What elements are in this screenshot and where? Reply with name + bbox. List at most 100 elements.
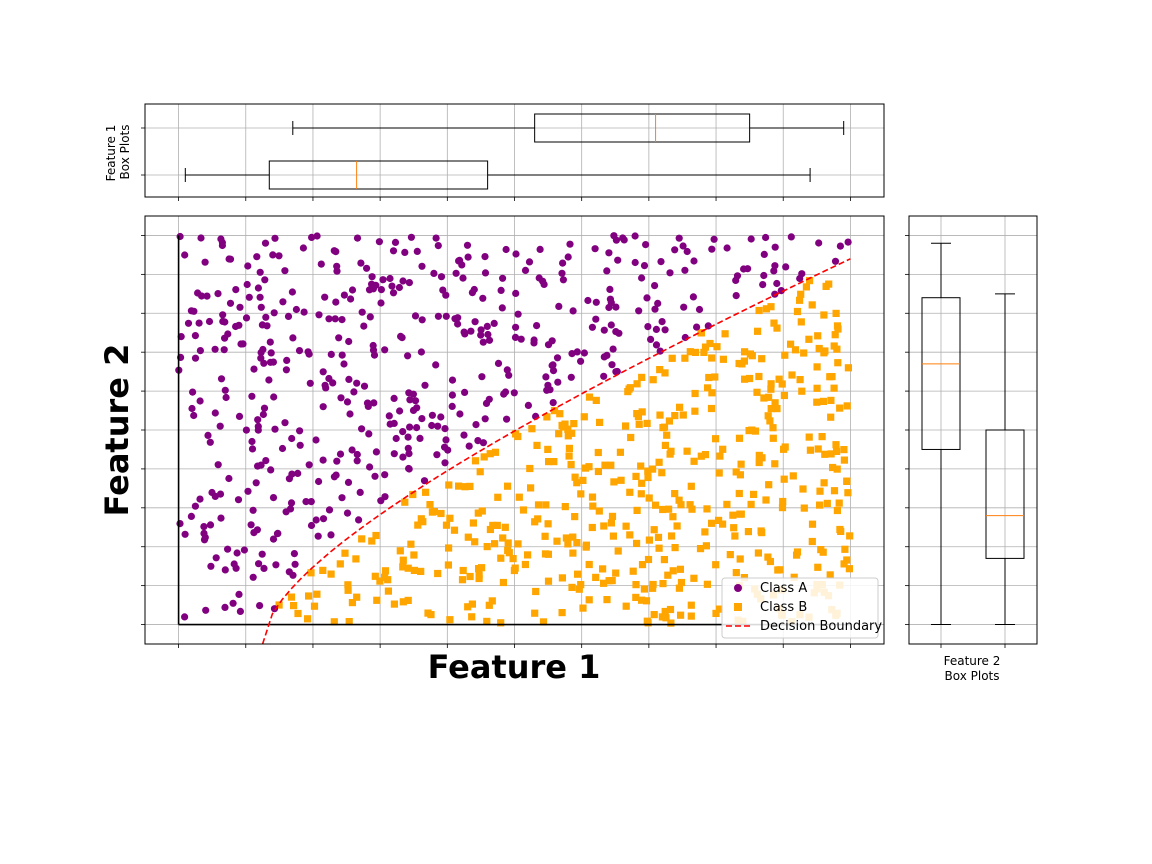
class-b-point xyxy=(667,619,675,627)
class-b-point xyxy=(773,405,781,413)
class-b-point xyxy=(424,609,432,617)
class-b-point xyxy=(827,413,835,421)
class-b-point xyxy=(691,348,700,356)
right-ticks xyxy=(905,235,1006,648)
top-box xyxy=(268,160,489,190)
class-b-point xyxy=(399,598,407,606)
class-b-point xyxy=(746,350,754,358)
class-a-point xyxy=(332,471,340,479)
class-a-point xyxy=(690,257,698,265)
class-b-point xyxy=(676,565,684,573)
class-a-point xyxy=(312,436,320,444)
class-b-point xyxy=(755,451,763,459)
class-a-point xyxy=(458,261,466,269)
class-a-point xyxy=(270,393,278,401)
class-b-point xyxy=(700,348,708,356)
class-b-point xyxy=(645,536,653,544)
class-a-point xyxy=(494,359,503,367)
class-b-point xyxy=(629,567,637,575)
main-axes-frame xyxy=(144,215,885,645)
class-b-point xyxy=(446,514,454,522)
class-b-point xyxy=(774,566,782,574)
class-a-point xyxy=(235,590,243,599)
class-a-point xyxy=(206,521,215,529)
class-b-point xyxy=(544,445,552,453)
class-b-point xyxy=(823,499,831,507)
class-b-point xyxy=(769,424,777,432)
class-a-point xyxy=(256,293,264,301)
class-b-point xyxy=(527,484,535,492)
class-a-point xyxy=(252,479,260,487)
class-a-point xyxy=(401,248,409,256)
class-a-point xyxy=(505,371,513,379)
class-a-point xyxy=(675,234,683,242)
class-a-point xyxy=(308,233,316,241)
class-a-point xyxy=(530,336,538,344)
class-b-point xyxy=(758,355,766,363)
class-b-point xyxy=(358,535,366,543)
class-b-point xyxy=(589,502,597,510)
class-b-point xyxy=(404,564,412,572)
class-b-point xyxy=(599,565,607,573)
class-a-point xyxy=(404,433,412,441)
class-b-point xyxy=(755,372,763,381)
class-b-point xyxy=(528,425,536,433)
class-a-point xyxy=(240,546,248,554)
class-a-point xyxy=(345,375,353,383)
class-b-point xyxy=(814,445,822,453)
class-b-point xyxy=(493,521,501,529)
class-b-point xyxy=(690,574,698,582)
class-b-point xyxy=(553,537,561,545)
class-a-point xyxy=(281,267,289,275)
class-a-point xyxy=(413,404,421,412)
class-a-point xyxy=(278,444,287,453)
right-boxes xyxy=(921,242,1025,626)
class-b-point xyxy=(829,463,837,472)
class-a-point xyxy=(206,438,214,446)
class-b-point xyxy=(501,523,509,531)
class-b-point xyxy=(464,533,472,541)
class-a-point xyxy=(500,390,508,398)
class-b-point xyxy=(514,540,522,548)
class-a-point xyxy=(319,515,328,523)
class-b-point xyxy=(344,586,352,594)
class-a-point xyxy=(420,477,429,485)
class-a-point xyxy=(254,416,262,424)
class-b-point xyxy=(796,376,804,384)
right-xlabel-line2: Box Plots xyxy=(945,669,1000,683)
class-b-point xyxy=(716,605,724,613)
class-a-point xyxy=(336,450,345,458)
class-b-point xyxy=(661,369,669,377)
class-a-point xyxy=(600,372,608,380)
class-b-point xyxy=(844,489,852,497)
class-b-point xyxy=(687,482,695,490)
class-a-point xyxy=(356,488,364,496)
class-b-point xyxy=(468,613,476,621)
class-a-point xyxy=(418,316,426,324)
class-b-point xyxy=(595,507,603,515)
class-b-point xyxy=(565,444,573,452)
class-b-point xyxy=(826,571,834,579)
class-a-point xyxy=(620,236,628,244)
class-a-point xyxy=(607,321,615,329)
class-a-point xyxy=(524,401,533,409)
class-a-point xyxy=(281,419,289,427)
class-a-point xyxy=(549,361,557,369)
class-a-point xyxy=(329,379,337,387)
class-b-point xyxy=(410,551,418,559)
class-b-point xyxy=(644,467,652,475)
class-b-point xyxy=(787,340,795,348)
class-b-point xyxy=(818,433,826,441)
class-b-point xyxy=(483,617,491,625)
class-a-point xyxy=(569,307,577,315)
class-a-point xyxy=(441,425,449,433)
class-a-point xyxy=(413,424,421,432)
class-a-point xyxy=(635,307,643,315)
class-b-point xyxy=(808,537,816,546)
class-b-point xyxy=(649,580,657,589)
class-a-point xyxy=(503,366,511,374)
class-a-point xyxy=(437,413,445,421)
class-a-point xyxy=(631,258,639,267)
class-b-point xyxy=(745,427,753,435)
class-a-point xyxy=(723,244,731,252)
